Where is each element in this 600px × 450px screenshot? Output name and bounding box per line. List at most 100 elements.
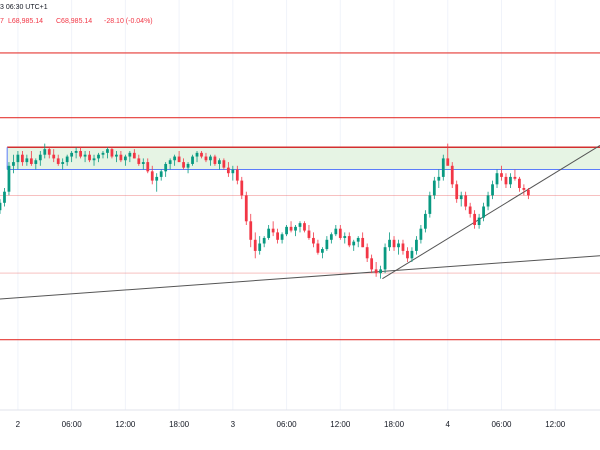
x-tick-label-5: 06:00 [277, 420, 298, 429]
candle-body [213, 156, 217, 164]
candle-41 [182, 158, 185, 170]
candle-body [325, 239, 329, 250]
candle-body [473, 213, 477, 225]
candle-117 [522, 184, 526, 196]
candle-35 [155, 173, 159, 192]
candle-body [298, 223, 302, 227]
candle-body [132, 152, 136, 159]
x-tick-label-6: 12:00 [330, 420, 351, 429]
candle-21 [92, 154, 96, 166]
candle-56 [249, 213, 253, 248]
candle-body [222, 160, 226, 168]
candle-28 [123, 154, 127, 166]
candle-body [347, 236, 351, 246]
candle-body [43, 149, 47, 155]
candle-body [231, 169, 235, 174]
candle-body [92, 158, 96, 161]
candle-26 [115, 151, 118, 163]
candle-39 [173, 154, 177, 166]
candle-88 [392, 236, 396, 251]
candle-29 [128, 151, 132, 163]
candle-15 [65, 154, 69, 166]
candle-32 [141, 158, 145, 170]
candle-55 [244, 191, 248, 225]
x-tick-label-4: 3 [231, 420, 236, 429]
candle-67 [298, 221, 302, 233]
candle-83 [370, 254, 374, 274]
candle-body [186, 163, 190, 168]
candle-body [455, 184, 459, 200]
candle-81 [361, 232, 365, 248]
candle-body [307, 230, 311, 238]
candle-body [110, 149, 114, 157]
candle-body [204, 156, 208, 161]
candle-body [280, 234, 284, 240]
ohlc-legend: 3 06:30 UTC+1 7 L68,985.14 C68,985.14 -2… [0, 4, 153, 25]
candle-body [401, 243, 405, 251]
candle-body [159, 171, 163, 177]
candle-body [101, 152, 105, 155]
consolidation-zone [7, 147, 600, 170]
candle-69 [307, 225, 311, 240]
candle-body [97, 154, 100, 159]
candle-64 [285, 225, 288, 237]
candle-99 [441, 154, 445, 181]
candle-body [29, 158, 33, 164]
candle-body [432, 180, 436, 196]
candle-body [16, 154, 20, 163]
candle-body [513, 176, 517, 179]
candle-45 [200, 151, 203, 159]
x-tick-label-1: 06:00 [62, 420, 83, 429]
candle-body [388, 239, 391, 248]
candle-body [509, 176, 512, 185]
candle-76 [338, 225, 342, 240]
candle-71 [316, 239, 320, 255]
candle-body [329, 234, 333, 240]
candle-body [428, 195, 432, 214]
candle-body [191, 156, 194, 164]
candle-9 [38, 151, 42, 166]
candle-body [352, 241, 356, 246]
candle-body [200, 152, 203, 157]
candle-body [334, 228, 338, 235]
candle-59 [262, 236, 266, 248]
candle-113 [504, 173, 508, 188]
trendlines [0, 145, 600, 300]
candle-body [56, 158, 60, 164]
candle-33 [146, 158, 150, 174]
time-axis[interactable]: 2 06:00 12:00 18:00 3 06:00 12:00 18:00 4 06:00 12… [0, 409, 600, 429]
candle-37 [164, 162, 168, 177]
candle-20 [88, 151, 91, 163]
candle-24 [106, 147, 109, 159]
candle-1 [3, 188, 6, 207]
candle-body [482, 206, 485, 218]
candle-body [177, 156, 181, 163]
x-tick-label-9: 06:00 [491, 420, 512, 429]
candle-92 [410, 247, 414, 262]
candle-49 [218, 158, 221, 170]
candle-body [504, 176, 508, 185]
candle-body [7, 165, 11, 192]
candle-body [249, 221, 253, 240]
candle-body [491, 184, 494, 196]
candle-36 [159, 169, 163, 181]
candle-66 [294, 225, 297, 237]
candle-body [486, 195, 490, 207]
candle-110 [491, 180, 494, 200]
candle-body [271, 228, 275, 233]
candle-112 [500, 165, 503, 181]
candle-body [12, 162, 15, 166]
candle-body [500, 173, 503, 177]
candle-body [52, 154, 56, 159]
candle-body [21, 154, 24, 163]
candle-40 [177, 151, 181, 163]
candle-31 [137, 154, 141, 166]
candle-30 [132, 149, 136, 159]
candle-body [343, 236, 347, 238]
candle-82 [365, 243, 369, 262]
legend-ohlc-fragment: 7 [0, 18, 4, 25]
candle-105 [468, 202, 472, 218]
candle-body [83, 154, 87, 157]
candle-93 [415, 236, 418, 255]
